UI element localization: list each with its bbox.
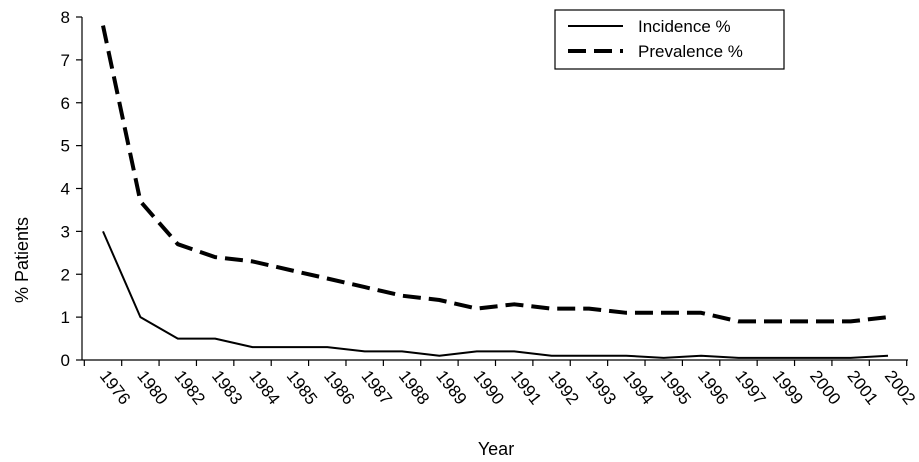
- prevalence-series-line: [101, 25, 889, 324]
- x-tick-label: 1989: [432, 367, 470, 409]
- x-tick-label: 1982: [171, 367, 209, 409]
- y-axis: 0 1 2 3 4 5 6 7 8: [61, 8, 83, 370]
- x-tick-label: 1983: [208, 367, 246, 409]
- x-tick-label: 1992: [544, 367, 582, 409]
- x-tick-label: 1996: [694, 367, 732, 409]
- legend-prevalence-label: Prevalence %: [638, 42, 743, 61]
- x-tick-label: 1999: [769, 367, 807, 409]
- y-tick-label: 2: [61, 265, 70, 284]
- y-tick-label: 1: [61, 308, 70, 327]
- y-tick-label: 6: [61, 94, 70, 113]
- x-tick-label: 1984: [245, 367, 283, 409]
- y-tick-label: 7: [61, 51, 70, 70]
- y-tick-label: 4: [61, 180, 70, 199]
- x-tick-label: 1995: [657, 367, 695, 409]
- x-tick-label: 1991: [507, 367, 545, 409]
- legend-incidence-label: Incidence %: [638, 17, 731, 36]
- x-tick-label: 2001: [843, 367, 881, 409]
- x-axis: 1976 1980 1982 1983 1984 1985 1986 1987 1988 1989…: [82, 359, 919, 409]
- x-tick-label: 2002: [881, 367, 919, 409]
- incidence-series-line: [102, 231, 889, 359]
- x-axis-title: Year: [478, 439, 514, 459]
- y-tick-label: 5: [61, 137, 70, 156]
- x-tick-label: 1993: [582, 367, 620, 409]
- x-tick-label: 1976: [96, 367, 134, 409]
- y-tick-label: 0: [61, 351, 70, 370]
- y-axis-title: % Patients: [12, 217, 32, 303]
- legend: Incidence % Prevalence %: [554, 9, 785, 70]
- x-tick-label: 2000: [806, 367, 844, 409]
- x-tick-label: 1980: [133, 367, 171, 409]
- x-tick-label: 1997: [731, 367, 769, 409]
- x-tick-label: 1988: [395, 367, 433, 409]
- series-layer: [101, 25, 889, 359]
- x-tick-label: 1985: [283, 367, 321, 409]
- x-tick-label: 1986: [320, 367, 358, 409]
- y-tick-label: 8: [61, 8, 70, 27]
- x-tick-label: 1990: [470, 367, 508, 409]
- x-tick-label: 1987: [358, 367, 396, 409]
- legend-box: [554, 9, 785, 70]
- y-tick-label: 3: [61, 222, 70, 241]
- x-tick-label: 1994: [619, 367, 657, 409]
